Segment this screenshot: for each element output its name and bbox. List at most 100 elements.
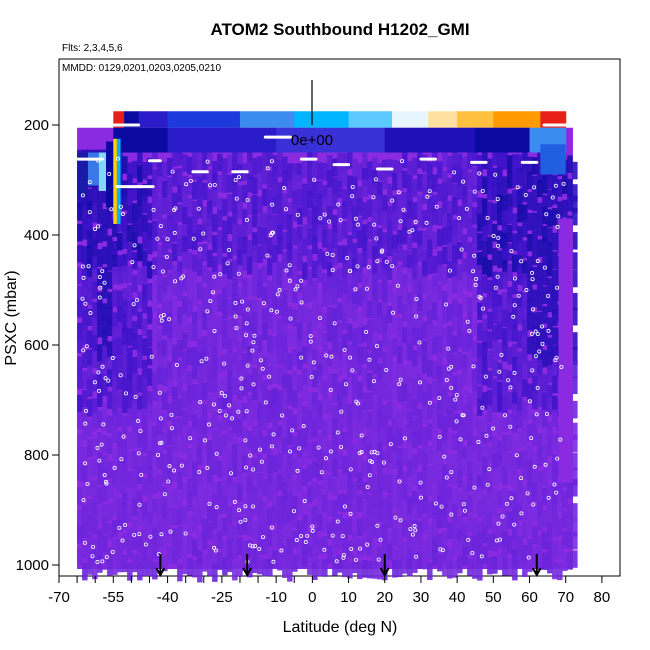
- field-cell: [517, 430, 523, 449]
- field-cell: [397, 385, 403, 404]
- field-cell: [367, 538, 373, 557]
- field-cell: [262, 307, 268, 326]
- field-cell: [82, 350, 88, 368]
- field-cell: [122, 439, 128, 457]
- field-cell: [457, 515, 463, 534]
- field-cell: [152, 383, 158, 401]
- field-cell: [352, 422, 358, 441]
- field-cell: [542, 251, 548, 270]
- field-cell: [177, 184, 183, 203]
- field-cell: [482, 507, 488, 526]
- field-cell: [342, 153, 348, 171]
- field-cell: [187, 516, 193, 535]
- field-cell: [142, 162, 148, 180]
- field-cell: [117, 306, 123, 324]
- sample-marker: [207, 501, 212, 506]
- field-cell: [287, 283, 293, 302]
- field-cell: [322, 515, 328, 533]
- field-cell: [407, 268, 413, 286]
- field-cell: [232, 562, 238, 581]
- field-cell: [562, 553, 568, 571]
- field-cell: [537, 218, 543, 236]
- field-cell: [452, 537, 458, 555]
- field-cell: [367, 460, 373, 478]
- sample-marker: [512, 370, 517, 375]
- field-cell: [347, 437, 353, 456]
- field-cell: [97, 374, 103, 392]
- field-cell: [252, 382, 258, 401]
- field-cell: [502, 209, 508, 228]
- sample-marker: [335, 519, 340, 524]
- field-cell: [297, 322, 303, 341]
- field-cell: [257, 156, 263, 174]
- field-cell: [487, 236, 493, 255]
- sample-marker: [340, 534, 345, 539]
- field-cell: [437, 161, 443, 179]
- field-cell: [487, 424, 493, 442]
- field-cell: [197, 244, 203, 262]
- field-cell: [342, 432, 348, 450]
- field-cell: [247, 197, 253, 215]
- field-cell: [352, 304, 358, 322]
- field-cell: [312, 348, 318, 367]
- field-cell: [467, 151, 473, 170]
- field-cell: [432, 415, 438, 434]
- field-cell: [407, 558, 413, 577]
- field-cell: [402, 365, 408, 384]
- field-cell: [542, 267, 548, 286]
- field-cell: [252, 347, 258, 365]
- field-cell: [522, 417, 528, 436]
- field-cell: [267, 547, 273, 565]
- field-cell: [247, 361, 253, 379]
- field-cell: [97, 303, 103, 321]
- field-cell: [532, 326, 538, 345]
- field-cell: [467, 368, 473, 387]
- sample-marker: [261, 535, 266, 540]
- field-cell: [552, 409, 558, 428]
- field-cell: [202, 148, 208, 166]
- field-cell: [157, 474, 163, 492]
- field-cell: [142, 249, 148, 268]
- field-cell: [307, 409, 313, 428]
- field-cell: [172, 508, 178, 526]
- field-cell: [317, 162, 323, 180]
- field-cell: [572, 232, 578, 250]
- field-cell: [547, 352, 553, 371]
- field-cell: [447, 343, 453, 362]
- field-cell: [477, 532, 483, 550]
- field-cell: [212, 189, 218, 207]
- sample-marker: [539, 324, 544, 329]
- sample-marker: [269, 525, 274, 530]
- field-cell: [457, 555, 463, 574]
- field-cell: [117, 255, 123, 273]
- field-cell: [177, 472, 183, 490]
- sample-marker: [169, 426, 174, 431]
- field-cell: [277, 236, 283, 255]
- sample-marker: [305, 533, 310, 538]
- field-cell: [277, 347, 283, 365]
- field-cell: [377, 316, 383, 335]
- sample-marker: [227, 403, 232, 408]
- field-cell: [287, 549, 293, 567]
- field-cell: [407, 459, 413, 478]
- flight-arrow-head: [531, 567, 542, 578]
- field-cell: [482, 414, 488, 432]
- sample-marker: [91, 544, 96, 549]
- field-cell: [487, 259, 493, 278]
- field-cell: [422, 321, 428, 339]
- sample-marker: [253, 543, 258, 548]
- field-cell: [177, 168, 183, 186]
- field-cell: [442, 170, 448, 189]
- sample-marker: [205, 466, 210, 471]
- sample-marker: [213, 548, 218, 553]
- sample-marker: [384, 259, 389, 264]
- field-cell: [117, 391, 123, 409]
- field-cell: [542, 225, 548, 244]
- field-cell: [122, 193, 128, 211]
- field-cell: [287, 387, 293, 406]
- field-cell: [512, 391, 518, 410]
- field-cell: [352, 176, 358, 194]
- field-cell: [242, 295, 248, 314]
- field-cell: [302, 262, 308, 280]
- field-cell: [417, 356, 423, 375]
